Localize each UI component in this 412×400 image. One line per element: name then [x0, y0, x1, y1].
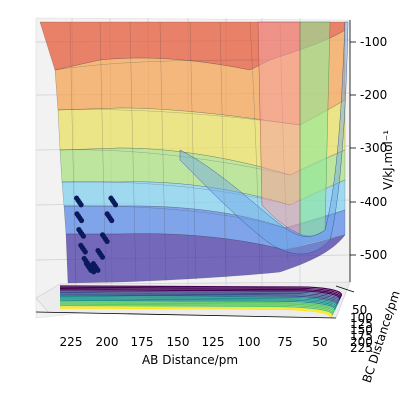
z-tick-label: -100	[360, 35, 387, 49]
z-axis-label: V/kJ.mol⁻¹	[381, 130, 395, 190]
contour-line	[59, 303, 334, 315]
trajectory	[74, 195, 119, 275]
x-tick-label: 200	[96, 335, 119, 349]
contour-line	[59, 297, 337, 309]
contour-line	[59, 294, 338, 306]
x-ticks: 225 200 175 150 125 100 75 50	[60, 335, 328, 349]
z-tick-label: -300	[360, 141, 387, 155]
trajectory-point	[91, 269, 97, 275]
contour-line	[59, 302, 334, 314]
x-tick-label: 225	[60, 335, 83, 349]
y-tick-label: 50	[352, 303, 367, 317]
trajectory-point	[80, 233, 86, 239]
y-tick-label: 125	[350, 317, 373, 331]
x-tick-label: 75	[277, 335, 292, 349]
z-tick-label: -200	[360, 88, 387, 102]
x-tick-label: 150	[167, 335, 190, 349]
x-tick-label: 175	[131, 335, 154, 349]
x-axis-label: AB Distance/pm	[142, 353, 238, 367]
trajectory-point	[78, 202, 84, 208]
contour-line	[59, 293, 339, 305]
trajectory-point	[109, 217, 115, 224]
contour-line	[59, 307, 332, 319]
contour-line	[59, 288, 341, 299]
y-tick-label: 150	[350, 323, 373, 337]
trajectory-point	[99, 254, 106, 260]
y-tick-label: 225	[350, 341, 373, 355]
trajectory-point	[104, 238, 110, 245]
trajectory-point	[82, 249, 88, 255]
y-ticks: 50 100 125 150 175 200 225	[335, 285, 373, 355]
y-tick-label: 175	[350, 329, 373, 343]
x-axis-line	[35, 311, 337, 319]
contour-line	[59, 285, 342, 297]
x-tick-label: 100	[238, 335, 261, 349]
contour-line	[59, 290, 340, 302]
contour-line	[59, 299, 336, 311]
trajectory-point	[112, 202, 119, 208]
contour-line	[59, 298, 336, 310]
surface-wall	[179, 21, 349, 255]
contour-line	[59, 306, 333, 318]
surface-wall-green	[299, 21, 331, 237]
y-tick-label: 100	[350, 311, 373, 325]
contour-line	[59, 289, 340, 301]
contour-line	[59, 304, 333, 316]
contour-line	[59, 295, 337, 307]
contour-line	[59, 301, 335, 312]
surface-wall-pink	[257, 21, 301, 235]
floor-contours	[59, 285, 342, 319]
trajectory-point	[95, 267, 101, 273]
z-ticks: -100 -200 -300 -400 -500	[350, 35, 387, 262]
contour-line	[59, 291, 339, 303]
z-tick-label: -500	[360, 248, 387, 262]
contour-line	[59, 286, 342, 298]
y-tick-label: 200	[350, 335, 373, 349]
x-tick-label: 125	[202, 335, 225, 349]
trajectory-point	[78, 217, 85, 224]
x-tick-label: 50	[312, 335, 327, 349]
z-tick-label: -400	[360, 195, 387, 209]
surface-wall-valley	[179, 21, 349, 255]
